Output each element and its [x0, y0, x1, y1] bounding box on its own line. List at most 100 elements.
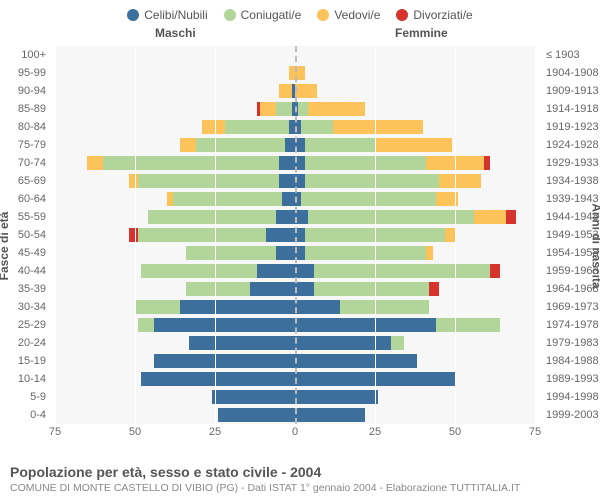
bar-segment: [474, 210, 506, 224]
bar-segment: [295, 336, 391, 350]
bar-segment: [266, 228, 295, 242]
x-tick-label: 25: [209, 426, 221, 438]
male-bar: [129, 228, 295, 242]
male-bar: [141, 372, 295, 386]
bar-segment: [135, 300, 180, 314]
age-label: 25-29: [0, 316, 50, 334]
bar-segment: [138, 174, 279, 188]
legend-item: Vedovi/e: [317, 8, 380, 22]
legend: Celibi/Nubili Coniugati/e Vedovi/e Divorzia…: [0, 0, 600, 26]
bar-segment: [141, 264, 256, 278]
bar-segment: [285, 138, 295, 152]
age-label: 30-34: [0, 298, 50, 316]
male-bar: [257, 102, 295, 116]
bar-segment: [391, 336, 404, 350]
age-label: 70-74: [0, 154, 50, 172]
age-label: 10-14: [0, 370, 50, 388]
bar-segment: [279, 156, 295, 170]
birth-year-label: 1984-1988: [542, 352, 600, 370]
bar-segment: [186, 282, 250, 296]
legend-label: Divorziati/e: [413, 8, 472, 22]
birth-year-label: 1939-1943: [542, 190, 600, 208]
bar-segment: [295, 300, 340, 314]
legend-label: Coniugati/e: [241, 8, 302, 22]
legend-item: Divorziati/e: [396, 8, 472, 22]
male-bar: [218, 408, 295, 422]
male-bar: [189, 336, 295, 350]
bar-segment: [276, 102, 292, 116]
female-bar: [295, 390, 378, 404]
male-bar: [202, 120, 295, 134]
footer-subtitle: COMUNE DI MONTE CASTELLO DI VIBIO (PG) -…: [10, 482, 590, 494]
legend-label: Vedovi/e: [334, 8, 380, 22]
bar-segment: [375, 138, 452, 152]
bar-segment: [295, 354, 417, 368]
legend-swatch: [396, 9, 408, 21]
bar-segment: [103, 156, 279, 170]
bar-segment: [129, 174, 139, 188]
legend-swatch: [317, 9, 329, 21]
bar-segment: [308, 102, 366, 116]
bar-segment: [129, 228, 139, 242]
male-bar: [180, 138, 295, 152]
female-bar: [295, 354, 417, 368]
age-label: 55-59: [0, 208, 50, 226]
male-bar: [186, 282, 295, 296]
grid-line: [455, 46, 456, 424]
birth-year-label: 1929-1933: [542, 154, 600, 172]
legend-item: Celibi/Nubili: [127, 8, 207, 22]
male-bar: [138, 318, 295, 332]
bar-segment: [218, 408, 295, 422]
male-bar: [87, 156, 295, 170]
legend-label: Celibi/Nubili: [144, 8, 207, 22]
x-tick-label: 0: [292, 426, 298, 438]
grid-line: [375, 46, 376, 424]
x-tick-label: 75: [529, 426, 541, 438]
bar-segment: [257, 264, 295, 278]
chart-container: Celibi/Nubili Coniugati/e Vedovi/e Divorzia…: [0, 0, 600, 500]
bar-segment: [298, 102, 308, 116]
bar-segment: [295, 84, 317, 98]
male-bar: [167, 192, 295, 206]
female-bar: [295, 174, 481, 188]
bar-segment: [276, 210, 295, 224]
grid-line: [535, 46, 536, 424]
bar-segment: [305, 174, 439, 188]
male-bar: [154, 354, 295, 368]
age-label: 80-84: [0, 118, 50, 136]
bar-segment: [445, 228, 455, 242]
birth-year-label: 1964-1968: [542, 280, 600, 298]
x-tick-label: 50: [129, 426, 141, 438]
birth-labels: ≤ 19031904-19081909-19131914-19181919-19…: [542, 46, 600, 424]
male-bar: [141, 264, 295, 278]
age-label: 95-99: [0, 64, 50, 82]
legend-swatch: [127, 9, 139, 21]
bar-segment: [138, 228, 266, 242]
age-label: 60-64: [0, 190, 50, 208]
header-female: Femmine: [395, 26, 448, 40]
bar-segment: [484, 156, 490, 170]
bar-segment: [333, 120, 423, 134]
birth-year-label: 1904-1908: [542, 64, 600, 82]
bar-segment: [340, 300, 430, 314]
bar-segment: [295, 408, 365, 422]
female-bar: [295, 156, 490, 170]
birth-year-label: 1944-1948: [542, 208, 600, 226]
bar-segment: [154, 354, 295, 368]
center-line: [295, 46, 297, 424]
x-tick-label: 75: [49, 426, 61, 438]
female-bar: [295, 282, 439, 296]
bar-segment: [87, 156, 103, 170]
bar-segment: [490, 264, 500, 278]
birth-year-label: 1979-1983: [542, 334, 600, 352]
birth-year-label: 1994-1998: [542, 388, 600, 406]
age-label: 85-89: [0, 100, 50, 118]
bar-segment: [180, 300, 295, 314]
age-label: 20-24: [0, 334, 50, 352]
male-bar: [279, 84, 295, 98]
bar-segment: [279, 174, 295, 188]
bar-segment: [250, 282, 295, 296]
age-label: 40-44: [0, 262, 50, 280]
birth-year-label: 1959-1963: [542, 262, 600, 280]
bar-segment: [301, 192, 435, 206]
